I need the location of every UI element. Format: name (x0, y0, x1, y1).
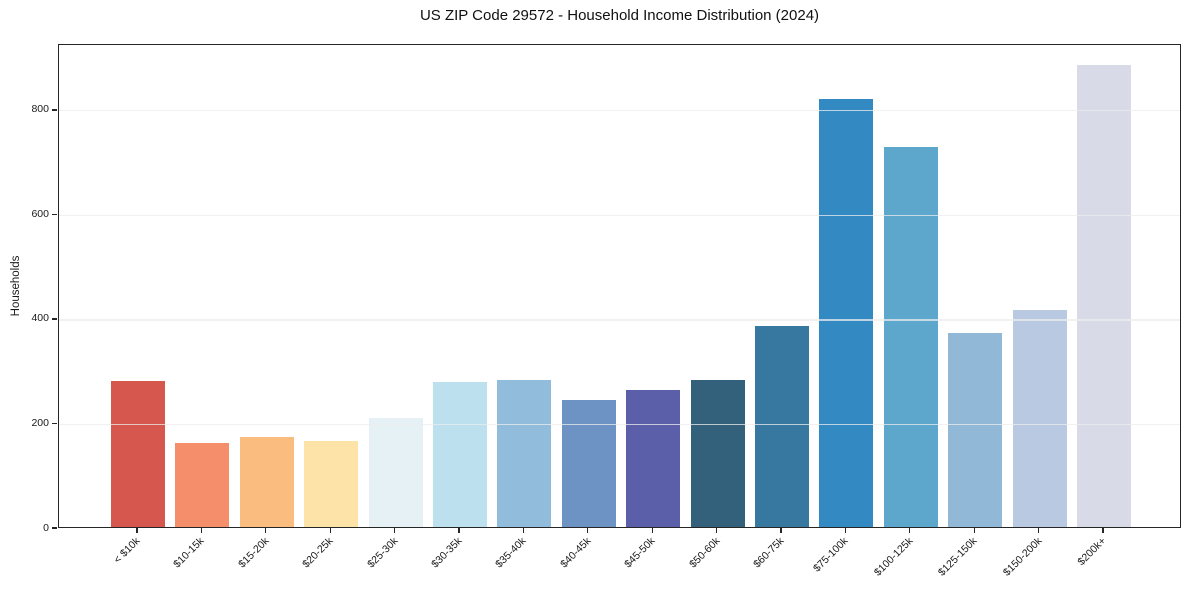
bar-$200k+ (1077, 64, 1131, 527)
x-tick-mark (200, 528, 203, 533)
x-tick-mark (136, 528, 138, 533)
x-tick-mark (1102, 528, 1104, 533)
bar-$75-100k (819, 99, 874, 527)
bar-$35-40k (497, 380, 552, 527)
y-tick-label: 200 (31, 416, 49, 429)
chart-title: US ZIP Code 29572 - Household Income Dis… (419, 7, 820, 24)
y-tick-mark-200 (52, 422, 57, 425)
y-tick-mark-600 (52, 213, 57, 216)
y-tick-mark-0 (52, 527, 57, 529)
y-tick-label: 600 (31, 207, 49, 220)
bar-$60-75k (755, 325, 809, 527)
x-tick-mark (458, 528, 460, 533)
gridline-y-800 (59, 110, 1180, 112)
bar-$15-20k (239, 436, 294, 527)
x-tick-mark (265, 528, 267, 533)
gridline-y-400 (59, 319, 1180, 321)
x-tick-mark (715, 528, 718, 533)
gridline-y-600 (59, 214, 1180, 216)
y-tick-label: 400 (31, 312, 49, 325)
y-tick-mark-800 (52, 109, 57, 111)
y-tick-label: 0 (43, 521, 49, 534)
x-tick-mark (973, 528, 975, 533)
bar-$25-30k (368, 418, 423, 527)
x-tick-mark (329, 528, 331, 533)
x-tick-label: < $10k (111, 535, 143, 566)
x-tick-mark (651, 528, 653, 533)
x-tick-mark (587, 528, 589, 533)
y-tick-mark-400 (52, 318, 57, 320)
bar-$125-150k (948, 332, 1003, 527)
x-tick-mark (909, 528, 911, 533)
bar-$45-50k (626, 390, 681, 527)
bar-$100-125k (883, 146, 938, 527)
bar-< $10k (111, 381, 165, 527)
plot-area (58, 44, 1181, 528)
y-axis-label: Households (10, 255, 22, 317)
bar-$150-200k (1012, 310, 1067, 527)
x-tick-mark (844, 528, 847, 533)
gridline-y-200 (59, 423, 1180, 426)
bar-$50-60k (690, 380, 745, 527)
bar-$20-25k (304, 440, 359, 527)
x-tick-mark (393, 528, 396, 533)
x-tick-mark (522, 528, 525, 533)
x-tick-mark (1037, 528, 1040, 533)
bar-$10-15k (175, 443, 230, 527)
bar-$30-35k (433, 382, 487, 527)
x-tick-mark (780, 528, 782, 533)
y-tick-label: 800 (31, 103, 49, 116)
bar-$40-45k (561, 400, 616, 527)
